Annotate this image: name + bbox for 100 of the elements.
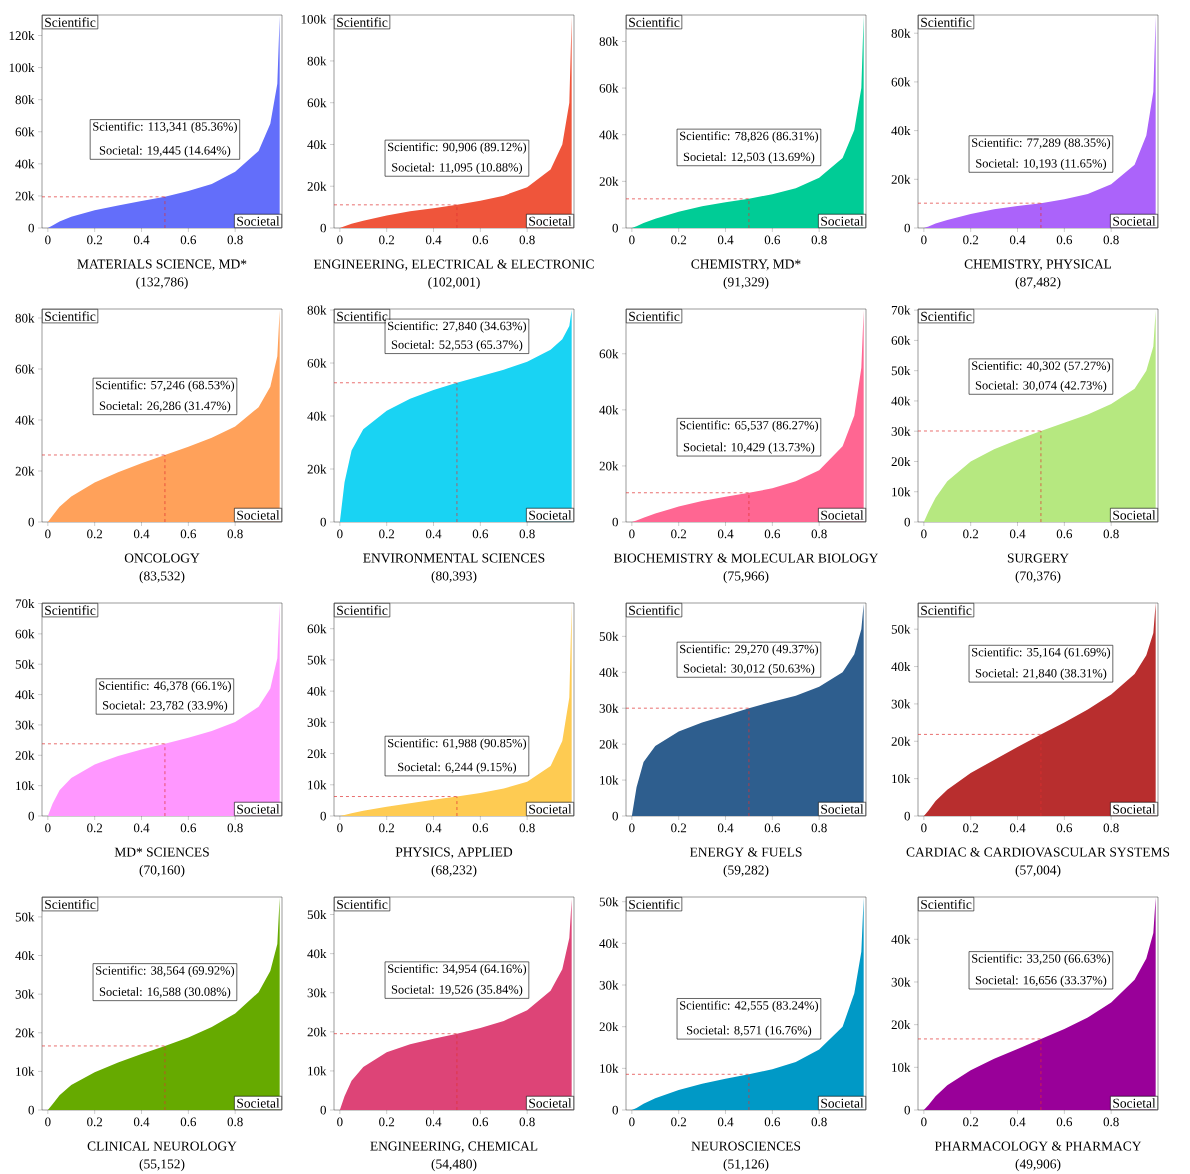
y-tick-label: 20k bbox=[307, 464, 327, 474]
annotation: Societal bbox=[237, 1098, 280, 1108]
annotation: Scientific: 113,341 (85.36%) bbox=[93, 121, 237, 134]
annotation: Societal bbox=[1113, 216, 1156, 226]
annotation: Scientific bbox=[629, 17, 680, 27]
y-tick-label: 0 bbox=[28, 811, 34, 821]
x-tick-label: 0.4 bbox=[133, 823, 150, 833]
annotation: Scientific: 78,826 (86.31%) bbox=[680, 131, 819, 143]
y-tick-label: 20k bbox=[307, 749, 327, 759]
text: SURGERY bbox=[1007, 553, 1069, 563]
y-tick-label: 80k bbox=[307, 305, 327, 315]
x-tick-label: 0.8 bbox=[811, 1117, 827, 1127]
y-tick-label: 60k bbox=[15, 629, 35, 639]
annotation: Societal: 30,012 (50.63%) bbox=[683, 663, 815, 676]
x-tick-label: 0.6 bbox=[180, 529, 197, 539]
annotation: Societal bbox=[1113, 804, 1156, 814]
annotation: Scientific bbox=[921, 311, 972, 321]
x-tick-label: 0.8 bbox=[519, 235, 535, 245]
x-tick-label: 0.8 bbox=[1103, 1117, 1119, 1127]
annotation: Societal bbox=[529, 804, 572, 814]
y-tick-label: 40k bbox=[15, 690, 35, 700]
y-tick-label: 40k bbox=[15, 415, 35, 425]
y-tick-label: 40k bbox=[891, 934, 911, 944]
x-tick-label: 0.4 bbox=[425, 529, 442, 539]
y-tick-label: 80k bbox=[307, 56, 327, 66]
y-tick-label: 60k bbox=[891, 77, 911, 87]
y-tick-label: 20k bbox=[307, 181, 327, 191]
y-tick-label: 40k bbox=[891, 126, 911, 136]
annotation: Societal bbox=[821, 804, 864, 814]
y-tick-label: 50k bbox=[891, 366, 911, 376]
y-tick-label: 10k bbox=[16, 781, 35, 791]
text: CHEMISTRY, PHYSICAL bbox=[964, 259, 1112, 271]
annotation: Scientific bbox=[921, 605, 972, 615]
y-tick-label: 0 bbox=[320, 517, 326, 527]
y-tick-label: 50k bbox=[891, 624, 911, 634]
x-tick-label: 0.8 bbox=[227, 1117, 243, 1127]
y-tick-label: 30k bbox=[15, 989, 35, 999]
x-tick-label: 0.2 bbox=[379, 1117, 395, 1127]
y-tick-label: 80k bbox=[891, 28, 911, 38]
y-tick-label: 0 bbox=[612, 1105, 618, 1115]
annotation: Scientific: 77,289 (88.35%) bbox=[972, 137, 1111, 150]
text: (102,001) bbox=[428, 277, 480, 290]
x-tick-label: 0.4 bbox=[425, 823, 442, 833]
x-tick-label: 0.6 bbox=[764, 529, 781, 539]
annotation: Scientific: 38,564 (69.92%) bbox=[96, 965, 235, 978]
y-tick-label: 10k bbox=[600, 1063, 619, 1073]
text: MD* SCIENCES bbox=[114, 847, 209, 857]
x-tick-label: 0.6 bbox=[1056, 1117, 1073, 1127]
y-tick-label: 30k bbox=[307, 988, 327, 998]
y-tick-label: 10k bbox=[892, 774, 911, 784]
annotation: Societal bbox=[821, 510, 864, 520]
annotation: Societal: 10,429 (13.73%) bbox=[683, 442, 815, 454]
x-tick-label: 0 bbox=[629, 235, 635, 245]
x-tick-label: 0.8 bbox=[227, 529, 243, 539]
x-tick-label: 0.4 bbox=[425, 1117, 442, 1127]
x-tick-label: 0.8 bbox=[519, 529, 535, 539]
x-tick-label: 0.6 bbox=[1056, 529, 1073, 539]
x-tick-label: 0.2 bbox=[379, 235, 395, 245]
y-tick-label: 60k bbox=[307, 358, 327, 368]
y-tick-label: 10k bbox=[308, 780, 327, 790]
y-tick-label: 40k bbox=[599, 130, 619, 140]
annotation: Societal: 23,782 (33.9%) bbox=[102, 700, 228, 713]
text: (70,160) bbox=[139, 865, 185, 878]
annotation: Scientific bbox=[629, 311, 680, 321]
x-tick-label: 0.2 bbox=[671, 1117, 687, 1127]
text: PHYSICS, APPLIED bbox=[395, 847, 513, 859]
text: (80,393) bbox=[431, 571, 477, 584]
x-tick-label: 0 bbox=[921, 529, 927, 539]
y-tick-label: 30k bbox=[599, 703, 619, 713]
x-tick-label: 0.2 bbox=[87, 235, 103, 245]
x-tick-label: 0.2 bbox=[963, 235, 979, 245]
annotation: Societal: 26,286 (31.47%) bbox=[99, 401, 231, 413]
annotation: Societal bbox=[529, 1098, 572, 1108]
text: BIOCHEMISTRY & MOLECULAR BIOLOGY bbox=[613, 553, 879, 563]
y-tick-label: 0 bbox=[320, 1105, 326, 1115]
annotation: Scientific bbox=[337, 899, 388, 909]
annotation: Scientific bbox=[629, 605, 680, 615]
x-tick-label: 0.2 bbox=[963, 1117, 979, 1127]
annotation: Societal bbox=[237, 804, 280, 814]
text: ENVIRONMENTAL SCIENCES bbox=[363, 553, 545, 563]
x-tick-label: 0.8 bbox=[227, 235, 243, 245]
x-tick-label: 0.6 bbox=[764, 823, 781, 833]
text: (54,480) bbox=[431, 1159, 477, 1172]
x-tick-label: 0 bbox=[629, 529, 635, 539]
y-tick-label: 20k bbox=[891, 1020, 911, 1030]
y-tick-label: 0 bbox=[904, 1105, 910, 1115]
annotation: Scientific bbox=[45, 311, 96, 321]
x-tick-label: 0.8 bbox=[1103, 235, 1119, 245]
y-tick-label: 40k bbox=[599, 405, 619, 415]
x-tick-label: 0.2 bbox=[87, 529, 103, 539]
annotation: Scientific bbox=[629, 899, 680, 909]
y-tick-label: 40k bbox=[891, 661, 911, 672]
y-tick-label: 50k bbox=[15, 659, 35, 669]
x-tick-label: 0.8 bbox=[1103, 823, 1119, 833]
x-tick-label: 0.2 bbox=[671, 529, 687, 539]
y-tick-label: 40k bbox=[307, 686, 327, 696]
x-tick-label: 0.6 bbox=[472, 823, 489, 833]
x-tick-label: 0.2 bbox=[379, 529, 395, 539]
annotation: Societal bbox=[529, 216, 572, 226]
text: (57,004) bbox=[1015, 865, 1061, 878]
